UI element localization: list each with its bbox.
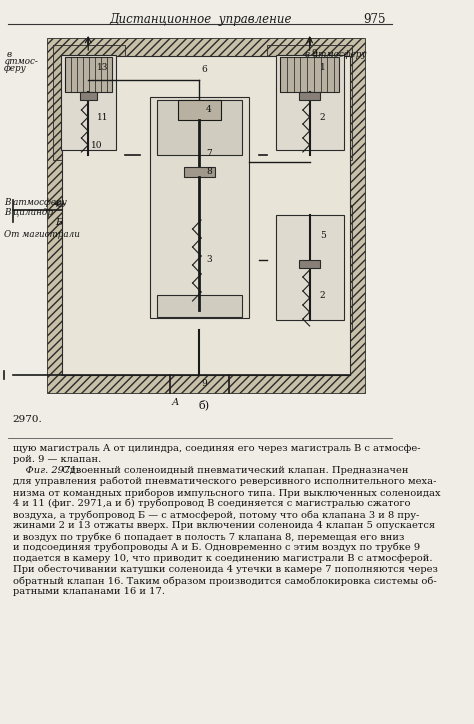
Bar [140, 85, 259, 330]
Bar [280, 57, 339, 92]
Text: и подсоединяя трубопроводы А и Б. Одновременно с этим воздух по трубке 9: и подсоединяя трубопроводы А и Б. Одновр… [13, 543, 420, 552]
Text: Сдвоенный соленоидный пневматический клапан. Предназначен: Сдвоенный соленоидный пневматический кла… [59, 466, 409, 475]
Text: обратный клапан 16. Таким образом производится самоблокировка системы об-: обратный клапан 16. Таким образом произв… [13, 576, 437, 586]
Text: 9: 9 [201, 379, 207, 387]
Text: 13: 13 [97, 62, 108, 72]
Text: низма от командных приборов импульсного типа. При выключенных соленоидах: низма от командных приборов импульсного … [13, 488, 440, 497]
Text: и воздух по трубке 6 попадает в полость 7 клапана 8, перемещая его вниз: и воздух по трубке 6 попадает в полость … [13, 532, 404, 542]
Bar [276, 55, 344, 150]
Bar [300, 92, 320, 100]
Text: жинами 2 и 13 отжаты вверх. При включении соленоида 4 клапан 5 опускается: жинами 2 и 13 отжаты вверх. При включени… [13, 521, 435, 530]
Bar [80, 92, 97, 100]
Bar [65, 57, 112, 92]
Text: для управления работой пневматического реверсивного исполнительного меха-: для управления работой пневматического р… [13, 477, 436, 487]
Bar [53, 45, 125, 160]
Text: щую магистраль А от цилиндра, соединяя его через магистраль В с атмосфе-: щую магистраль А от цилиндра, соединяя е… [13, 444, 420, 453]
Text: При обесточивании катушки соленоида 4 утечки в камере 7 пополняются через: При обесточивании катушки соленоида 4 ут… [13, 565, 438, 575]
Text: подается в камеру 10, что приводит к соединению магистрали В с атмосферой.: подается в камеру 10, что приводит к сое… [13, 554, 432, 563]
Text: 3: 3 [206, 256, 212, 264]
Bar [150, 97, 248, 318]
Text: 2: 2 [320, 112, 326, 122]
Text: 4: 4 [206, 106, 212, 114]
Bar [178, 100, 220, 120]
Text: 1: 1 [320, 62, 326, 72]
Text: 8: 8 [206, 167, 212, 177]
Text: в: в [7, 50, 12, 59]
Text: 4 и 11 (фиг. 2971,а и б) трубопровод В соединяется с магистралью сжатого: 4 и 11 (фиг. 2971,а и б) трубопровод В с… [13, 499, 410, 508]
Text: 11: 11 [97, 112, 108, 122]
Text: Б: Б [55, 218, 62, 227]
Text: 975: 975 [364, 13, 386, 26]
Text: в атмосферу: в атмосферу [305, 50, 367, 59]
Bar [300, 260, 320, 268]
Bar [184, 167, 215, 177]
Text: А: А [172, 398, 179, 407]
Text: рой. 9 — клапан.: рой. 9 — клапан. [13, 455, 101, 464]
Bar [157, 295, 242, 317]
Text: 6: 6 [201, 65, 207, 75]
Text: От магистрали: От магистрали [4, 230, 80, 239]
Bar [267, 45, 352, 160]
Text: В цилиндр: В цилиндр [4, 208, 53, 217]
Bar [46, 38, 365, 393]
Text: феру: феру [4, 64, 27, 73]
Bar [157, 100, 242, 155]
Text: В атмосферу: В атмосферу [4, 198, 67, 207]
Bar [61, 55, 116, 150]
Text: 5: 5 [320, 230, 326, 240]
Text: 7: 7 [206, 148, 212, 158]
Text: ратными клапанами 16 и 17.: ратными клапанами 16 и 17. [13, 587, 165, 596]
Bar [276, 215, 344, 320]
Text: 10: 10 [91, 140, 102, 149]
Text: 2970.: 2970. [13, 415, 43, 424]
Text: атмос-: атмос- [4, 57, 38, 66]
Text: б): б) [198, 400, 209, 411]
Text: воздуха, а трубопровод Б — с атмосферой, потому что оба клапана 3 и 8 пру-: воздуха, а трубопровод Б — с атмосферой,… [13, 510, 419, 520]
Text: Фиг. 2971.: Фиг. 2971. [13, 466, 79, 475]
Bar [62, 56, 349, 375]
Text: 2: 2 [320, 290, 326, 300]
Text: Дистанционное  управление: Дистанционное управление [110, 13, 292, 26]
Text: 9: 9 [311, 49, 317, 57]
Bar [267, 205, 352, 330]
